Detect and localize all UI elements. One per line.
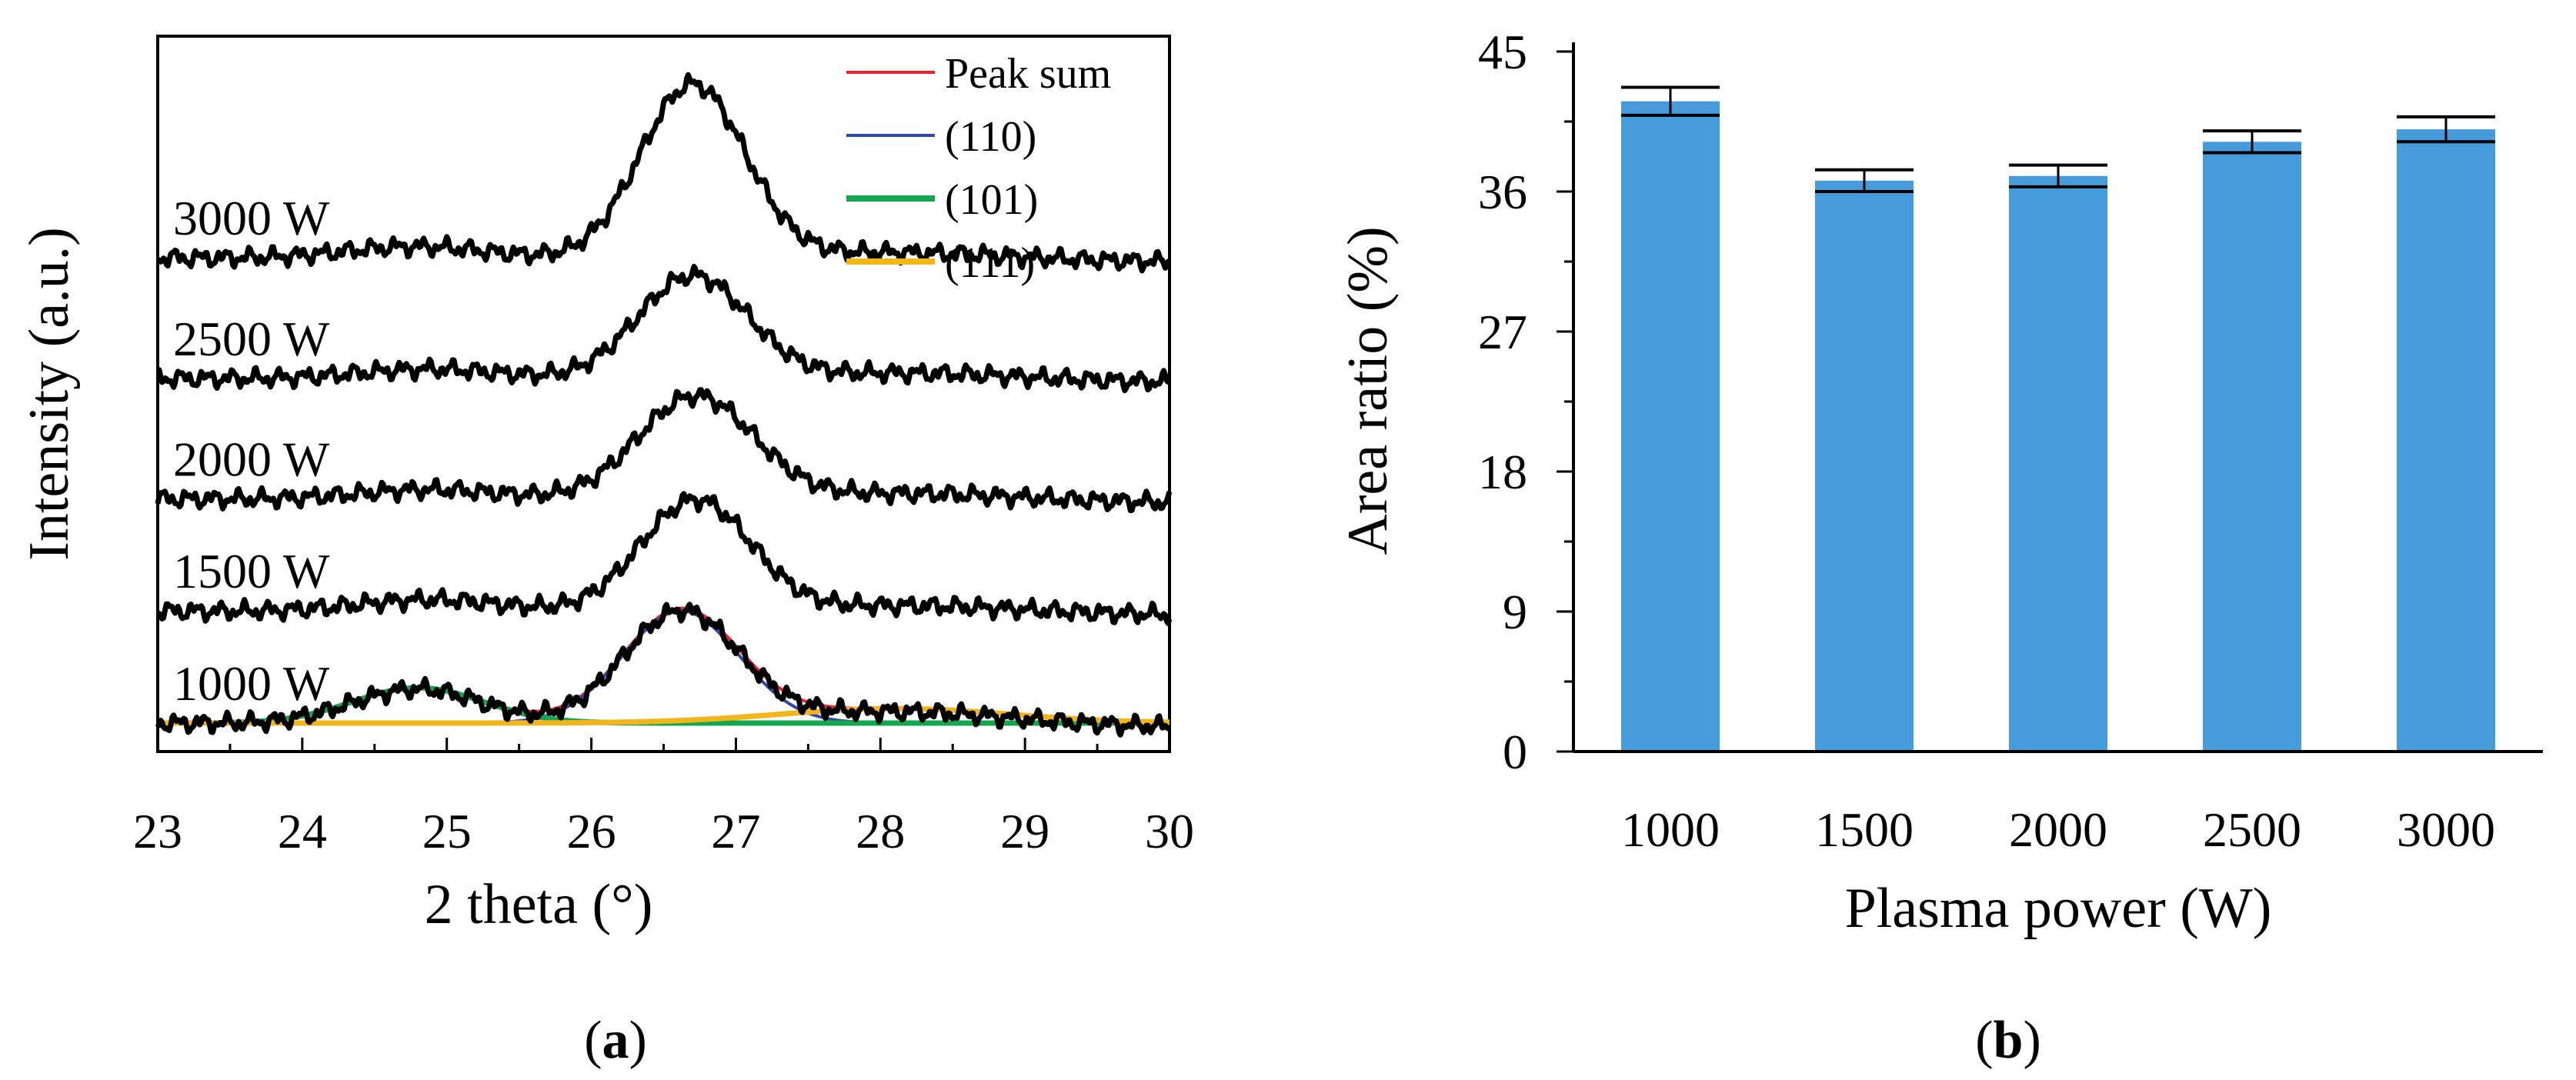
panel-a-x-axis-title: 2 theta (°) [425, 873, 653, 936]
series-line-1000w [155, 602, 1172, 738]
x-tick-label: 28 [856, 804, 905, 858]
y-tick-label: 0 [1503, 725, 1527, 779]
series-label-2000w: 2000 W [173, 432, 330, 486]
panel-b-bars [1621, 101, 2495, 752]
panel-a-x-tick-labels: 23 24 25 26 27 28 29 30 [133, 804, 1194, 858]
legend-label: (110) [945, 113, 1036, 161]
series-label-3000w: 3000 W [173, 191, 330, 245]
x-tick-label: 29 [1000, 804, 1049, 858]
panel-b-caption: (b) [1975, 1011, 2041, 1070]
x-tick-label: 26 [567, 804, 616, 858]
series-line-3000w [156, 72, 1171, 274]
panel-a-series-labels: 1000 W 1500 W 2000 W 2500 W 3000 W [173, 191, 330, 711]
series-line-2500w [156, 264, 1171, 394]
x-tick-label: 1500 [1815, 802, 1914, 857]
panel-b-x-tick-labels: 1000 1500 2000 2500 3000 [1621, 802, 2495, 857]
bar [1815, 180, 1914, 752]
y-tick-label: 36 [1478, 165, 1527, 219]
panel-a-y-axis-title: Intensity (a.u.) [18, 227, 81, 561]
x-tick-label: 2000 [2009, 802, 2107, 857]
bar [2397, 129, 2495, 752]
series-label-1500w: 1500 W [173, 544, 330, 598]
x-tick-label: 24 [278, 804, 327, 858]
x-tick-label: 2500 [2203, 802, 2301, 857]
bar [2009, 175, 2107, 752]
y-tick-label: 9 [1503, 585, 1527, 639]
x-tick-label: 1000 [1621, 802, 1720, 857]
panel-a-series-lines [155, 72, 1173, 738]
y-tick-label: 27 [1478, 305, 1527, 359]
x-tick-label: 23 [133, 804, 182, 858]
legend-label: (111) [945, 239, 1035, 287]
x-tick-label: 30 [1145, 804, 1194, 858]
panel-a-legend: Peak sum (110) (101) (111) [846, 50, 1111, 287]
legend-label: Peak sum [945, 50, 1111, 98]
series-label-1000w: 1000 W [173, 656, 330, 711]
series-line-2000w [155, 387, 1173, 514]
bar [1621, 101, 1720, 752]
panel-b-error-bars [1621, 85, 2495, 193]
bar [2203, 142, 2301, 752]
panel-b-bar-chart: 0 9 18 27 36 45 1000 1500 2000 2500 3000 Plasma p… [1336, 25, 2543, 1070]
x-tick-label: 3000 [2397, 802, 2495, 857]
series-line-1500w [156, 491, 1173, 626]
y-tick-label: 18 [1478, 445, 1527, 499]
legend-label: (101) [945, 176, 1038, 224]
series-label-2500w: 2500 W [173, 312, 330, 366]
fit-curve-111 [158, 705, 1170, 726]
panel-a-x-ticks [156, 738, 1171, 752]
panel-b-caption-letter: b [1994, 1011, 2024, 1070]
x-tick-label: 25 [422, 804, 472, 858]
y-tick-label: 45 [1478, 25, 1527, 79]
x-tick-label: 27 [711, 804, 760, 858]
panel-b-y-axis-title: Area ratio (%) [1336, 226, 1400, 555]
panel-a-caption-letter: a [602, 1011, 629, 1070]
panel-b-y-ticks [1557, 50, 1573, 753]
panel-a-caption: (a) [584, 1011, 647, 1070]
panel-b-x-axis-title: Plasma power (W) [1845, 877, 2272, 940]
panel-b-y-tick-labels: 0 9 18 27 36 45 [1478, 25, 1527, 779]
panel-a-xrd-chart: 23 24 25 26 27 28 29 30 1000 W 1500 W 2000 W 2500 … [18, 35, 1194, 1070]
